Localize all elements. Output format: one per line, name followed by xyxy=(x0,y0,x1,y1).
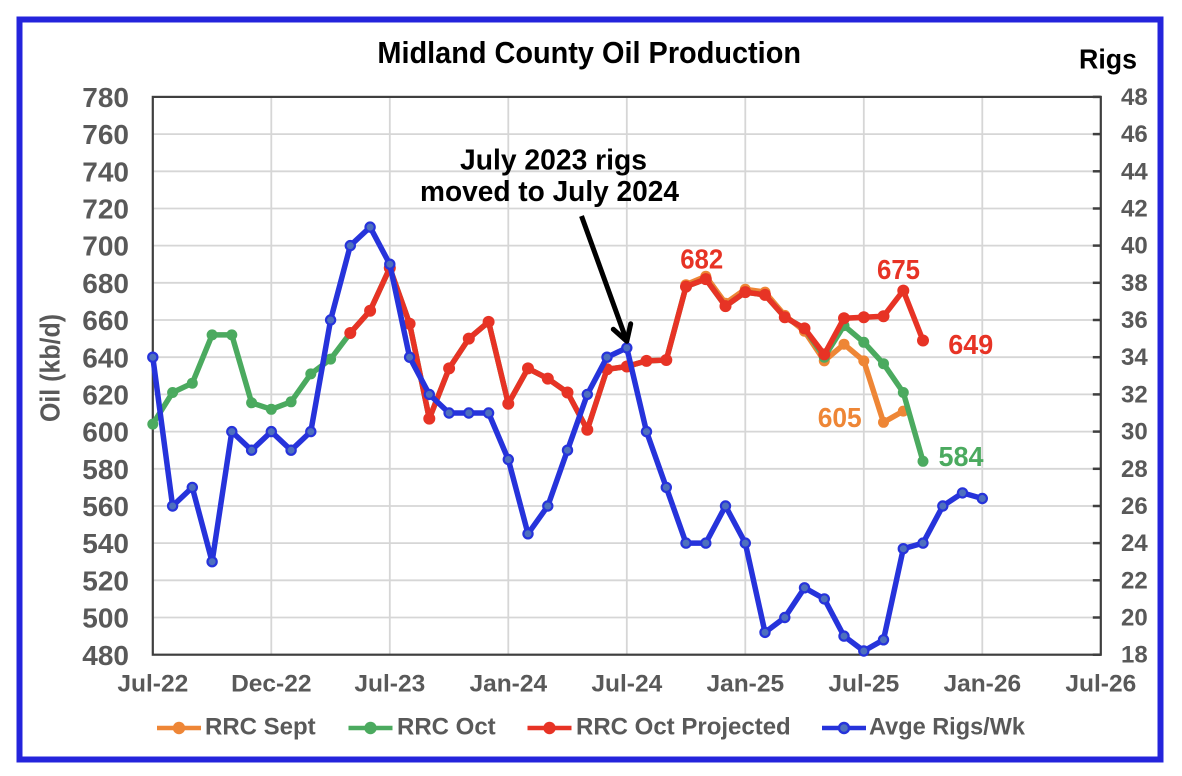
svg-text:18: 18 xyxy=(1121,642,1148,669)
svg-text:649: 649 xyxy=(948,329,993,360)
svg-text:Jan-24: Jan-24 xyxy=(469,670,547,697)
svg-text:720: 720 xyxy=(82,194,129,225)
svg-text:20: 20 xyxy=(1121,605,1148,632)
svg-text:36: 36 xyxy=(1121,307,1148,334)
svg-text:38: 38 xyxy=(1121,270,1148,297)
svg-text:584: 584 xyxy=(939,441,984,472)
svg-text:RRC Sept: RRC Sept xyxy=(205,713,316,740)
svg-text:46: 46 xyxy=(1121,121,1148,148)
svg-text:32: 32 xyxy=(1121,381,1148,408)
svg-text:Rigs: Rigs xyxy=(1079,43,1137,74)
svg-text:Jul-26: Jul-26 xyxy=(1065,670,1136,697)
svg-text:682: 682 xyxy=(680,243,723,274)
svg-text:680: 680 xyxy=(82,268,129,299)
svg-text:Jul-24: Jul-24 xyxy=(591,670,662,697)
svg-text:Jan-26: Jan-26 xyxy=(943,670,1021,697)
svg-text:620: 620 xyxy=(82,380,129,411)
svg-text:Oil (kb/d): Oil (kb/d) xyxy=(35,314,66,422)
svg-text:RRC Oct: RRC Oct xyxy=(397,713,496,740)
svg-text:560: 560 xyxy=(82,491,129,522)
svg-text:640: 640 xyxy=(82,342,129,373)
svg-text:520: 520 xyxy=(82,565,129,596)
svg-text:600: 600 xyxy=(82,417,129,448)
svg-text:26: 26 xyxy=(1121,493,1148,520)
svg-text:Jul-23: Jul-23 xyxy=(354,670,425,697)
svg-text:34: 34 xyxy=(1121,344,1148,371)
svg-text:48: 48 xyxy=(1121,84,1148,111)
svg-text:500: 500 xyxy=(82,603,129,634)
svg-text:RRC Oct Projected: RRC Oct Projected xyxy=(576,713,791,740)
svg-text:Jul-22: Jul-22 xyxy=(117,670,188,697)
svg-text:660: 660 xyxy=(82,305,129,336)
svg-text:760: 760 xyxy=(82,119,129,150)
svg-text:740: 740 xyxy=(82,156,129,187)
svg-text:675: 675 xyxy=(877,254,920,285)
svg-text:Jul-25: Jul-25 xyxy=(828,670,899,697)
svg-text:24: 24 xyxy=(1121,530,1148,557)
svg-text:Dec-22: Dec-22 xyxy=(231,670,311,697)
svg-text:Jan-25: Jan-25 xyxy=(706,670,784,697)
svg-text:605: 605 xyxy=(818,402,862,433)
svg-text:22: 22 xyxy=(1121,567,1148,594)
svg-text:780: 780 xyxy=(82,82,129,113)
svg-text:480: 480 xyxy=(82,640,129,671)
svg-text:42: 42 xyxy=(1121,196,1148,223)
svg-text:40: 40 xyxy=(1121,233,1148,260)
svg-text:Midland County Oil Production: Midland County Oil Production xyxy=(377,35,801,70)
svg-text:28: 28 xyxy=(1121,456,1148,483)
svg-text:moved to July 2024: moved to July 2024 xyxy=(420,176,679,208)
svg-text:700: 700 xyxy=(82,231,129,262)
svg-text:July 2023 rigs: July 2023 rigs xyxy=(460,145,647,177)
svg-text:30: 30 xyxy=(1121,419,1148,446)
svg-text:44: 44 xyxy=(1121,158,1148,185)
svg-text:Avge Rigs/Wk: Avge Rigs/Wk xyxy=(869,713,1026,740)
svg-text:580: 580 xyxy=(82,454,129,485)
svg-text:540: 540 xyxy=(82,528,129,559)
